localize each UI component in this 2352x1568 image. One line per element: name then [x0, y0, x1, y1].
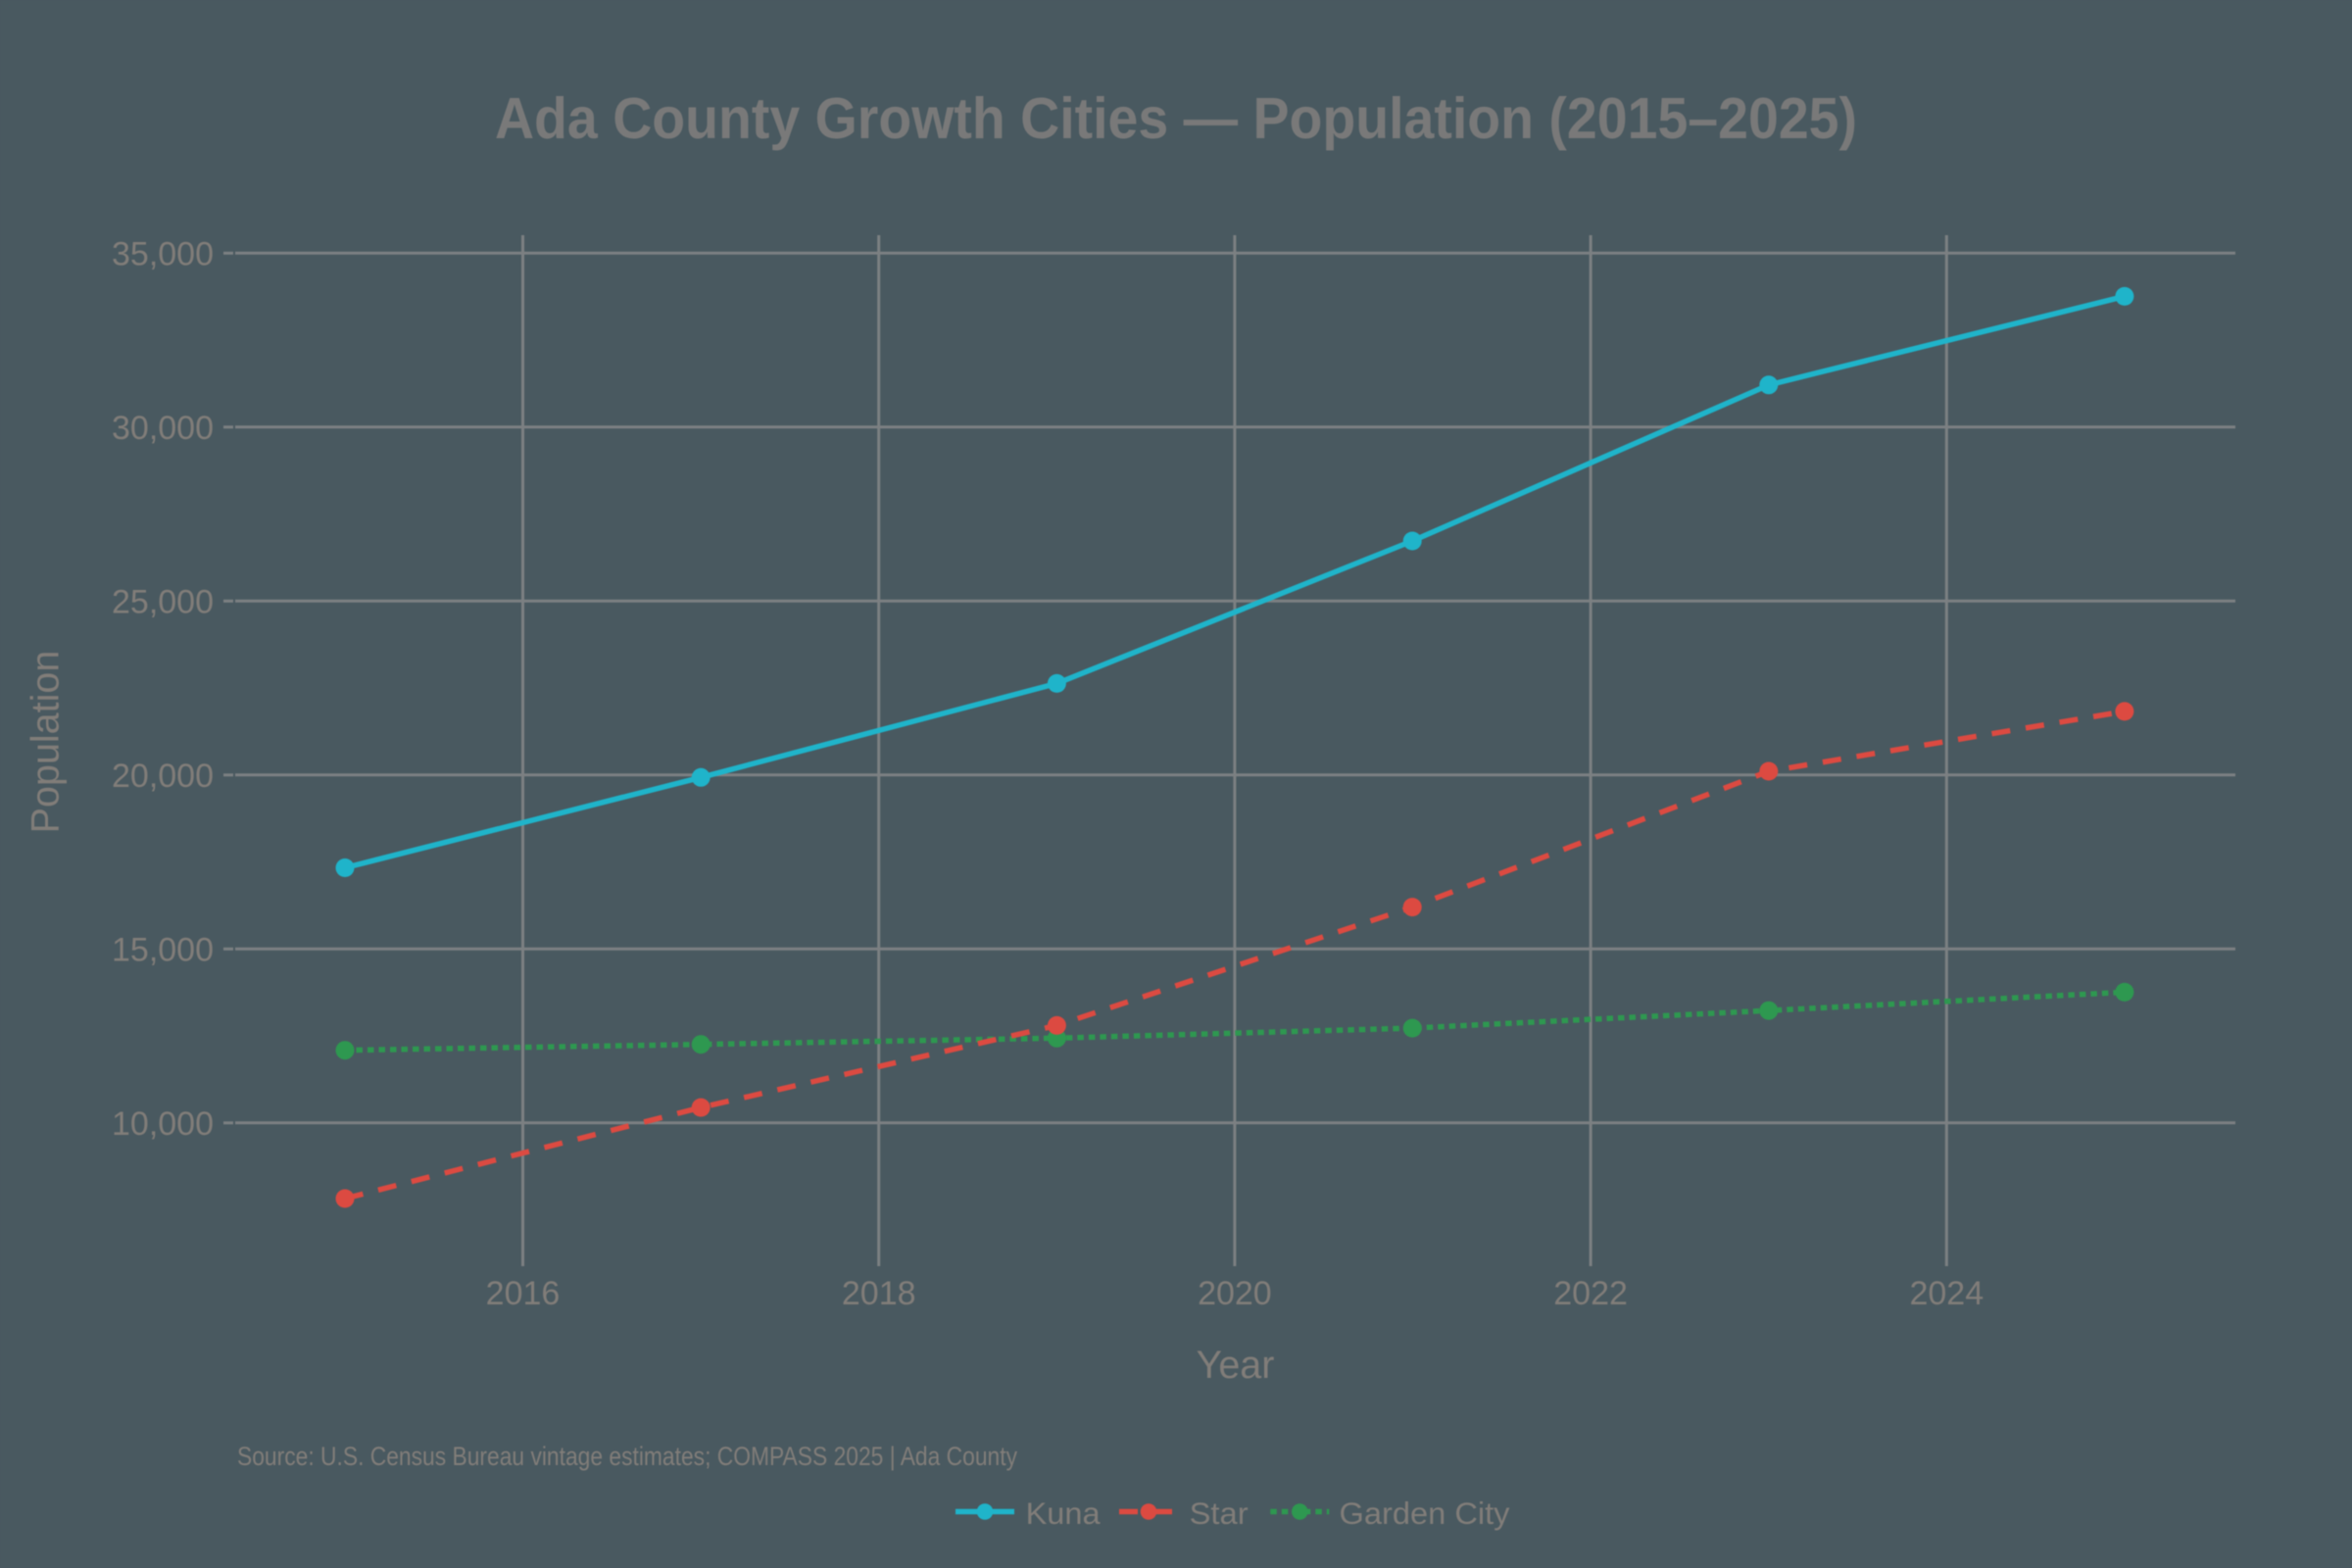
svg-text:Population: Population — [24, 651, 68, 834]
svg-text:15,000: 15,000 — [112, 932, 214, 969]
svg-text:2022: 2022 — [1553, 1275, 1628, 1312]
svg-text:2018: 2018 — [842, 1275, 916, 1312]
svg-text:25,000: 25,000 — [112, 584, 214, 621]
svg-text:Ada County Growth Cities — Pop: Ada County Growth Cities — Population (2… — [495, 86, 1857, 151]
svg-text:35,000: 35,000 — [112, 236, 214, 273]
svg-text:2024: 2024 — [1909, 1275, 1984, 1312]
svg-text:Kuna: Kuna — [1026, 1495, 1101, 1531]
svg-text:2020: 2020 — [1198, 1275, 1272, 1312]
svg-text:2016: 2016 — [486, 1275, 561, 1312]
svg-text:10,000: 10,000 — [112, 1105, 214, 1143]
svg-text:Year: Year — [1197, 1344, 1275, 1387]
svg-text:Star: Star — [1190, 1495, 1249, 1531]
svg-text:20,000: 20,000 — [112, 758, 214, 795]
svg-text:Source: U.S. Census Bureau vin: Source: U.S. Census Bureau vintage estim… — [237, 1442, 1017, 1471]
svg-text:30,000: 30,000 — [112, 410, 214, 447]
svg-text:Garden City: Garden City — [1340, 1495, 1510, 1531]
